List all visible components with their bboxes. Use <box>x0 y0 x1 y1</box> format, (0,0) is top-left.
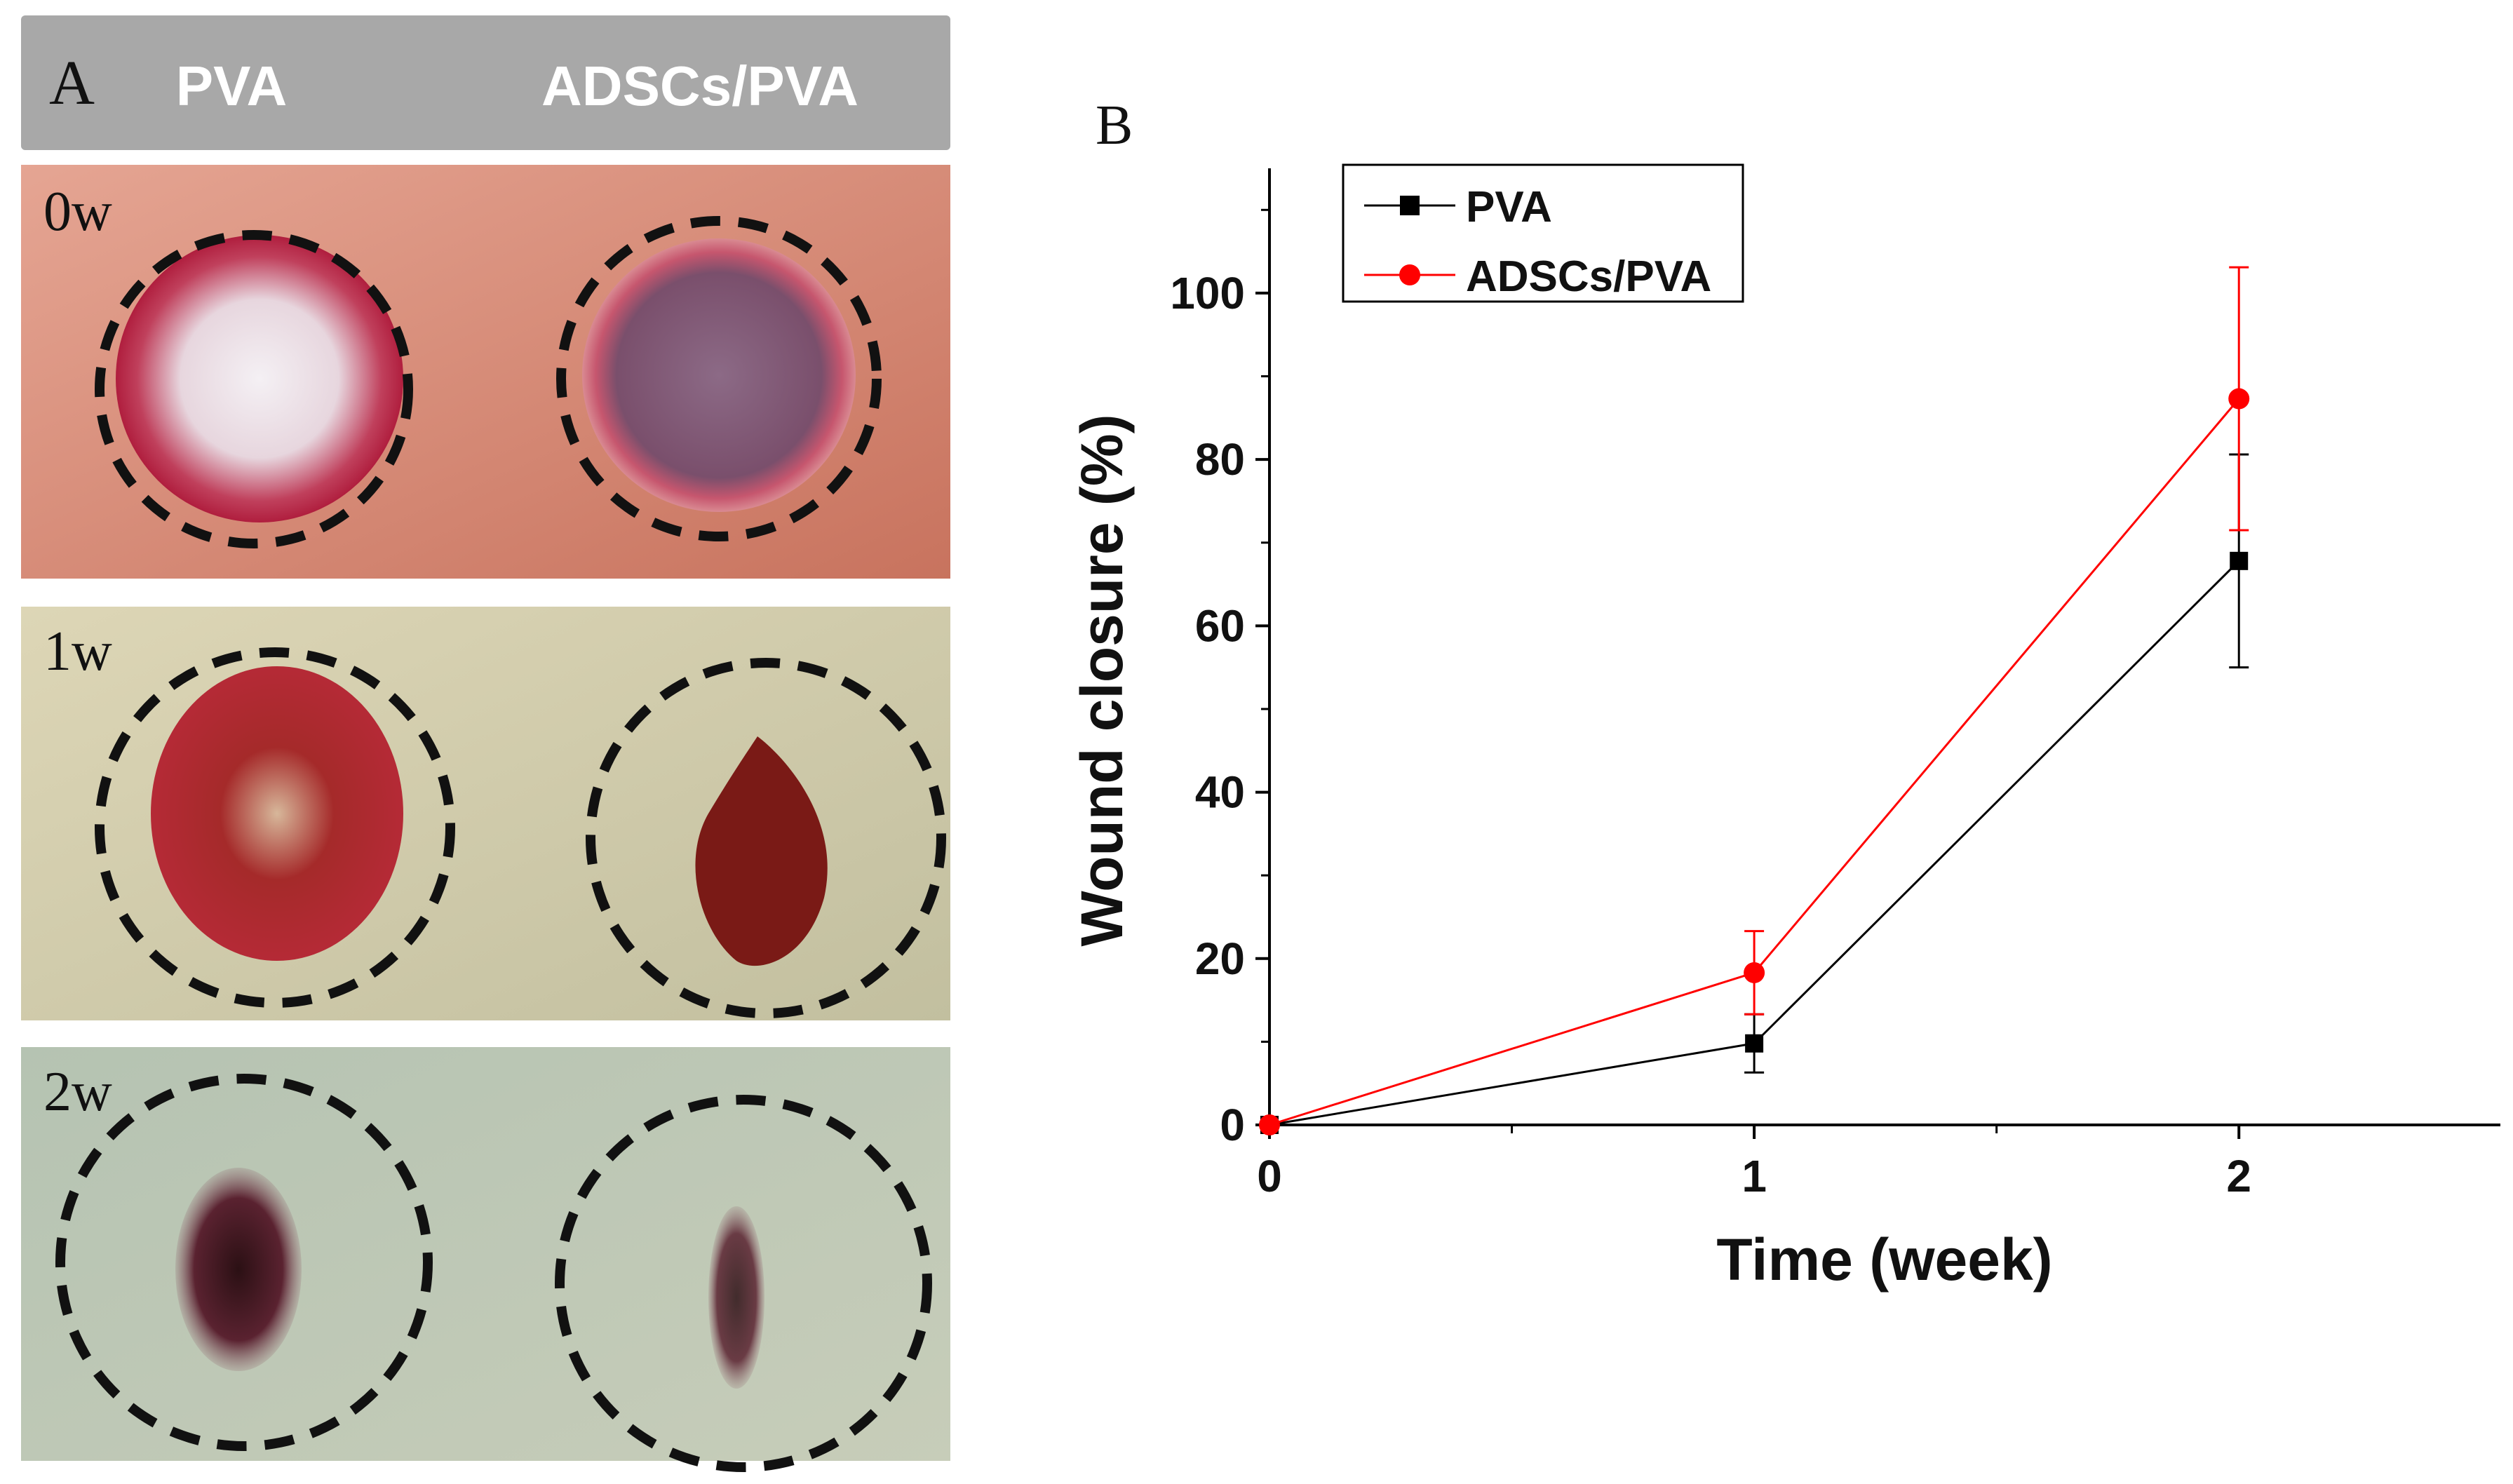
skin-photo-2w <box>21 1047 950 1461</box>
legend-marker-adscs <box>1399 264 1420 285</box>
x-tick-label-2: 2 <box>2226 1151 2251 1201</box>
x-ticks: 0 1 2 <box>1257 1125 2251 1201</box>
y-tick-label-0: 0 <box>1220 1100 1245 1150</box>
wound-pva-1w <box>151 666 403 961</box>
chart-axes <box>1268 168 2500 1126</box>
dashed-ring-adscs-1w <box>586 658 946 1018</box>
y-axis-title: Wound closure (%) <box>1069 414 1135 946</box>
y-tick-label-3: 60 <box>1195 600 1245 651</box>
wound-adscs-0w <box>582 238 856 512</box>
legend: PVA ADSCs/PVA <box>1342 163 1744 303</box>
header-pva-label: PVA <box>176 55 288 117</box>
series-layer <box>1259 266 2250 1135</box>
dashed-ring-pva-2w <box>55 1074 433 1451</box>
legend-label-adscs: ADSCs/PVA <box>1466 252 1711 301</box>
legend-marker-pva <box>1400 196 1420 215</box>
panel-a: A PVA ADSCs/PVA 0w 1w 2w <box>21 15 950 1472</box>
x-axis-title: Time (week) <box>1716 1227 2052 1293</box>
panel-b-label: B <box>1096 95 1133 156</box>
point-1-1 <box>1744 962 1765 983</box>
point-0-2 <box>2230 551 2249 570</box>
x-tick-label-0: 0 <box>1257 1151 1282 1201</box>
dashed-ring-adscs-2w <box>555 1095 932 1472</box>
dashed-ring-adscs-0w <box>556 216 882 541</box>
panel-a-header-bar <box>21 15 950 150</box>
panel-a-label: A <box>49 48 95 118</box>
photo-row-2w: 2w <box>21 1047 950 1472</box>
y-tick-label-2: 40 <box>1195 767 1245 818</box>
point-1-0 <box>1259 1114 1280 1135</box>
row-label-0w: 0w <box>43 181 112 243</box>
point-1-2 <box>2228 388 2250 410</box>
panel-b: B 0 1 2 0 20 40 60 80 100 Time (week) Wound clo… <box>1069 95 2500 1293</box>
y-tick-label-1: 20 <box>1195 933 1245 984</box>
row-label-1w: 1w <box>43 621 112 682</box>
wound-pva-2w <box>175 1168 302 1371</box>
photo-row-1w: 1w <box>21 607 950 1020</box>
y-tick-label-4: 80 <box>1195 434 1245 485</box>
row-label-2w: 2w <box>43 1061 112 1123</box>
header-adscs-pva-label: ADSCs/PVA <box>541 55 858 117</box>
y-ticks: 0 20 40 60 80 100 <box>1170 208 1269 1150</box>
dashed-ring-pva-1w <box>95 647 455 1008</box>
wound-pva-0w <box>116 235 403 522</box>
y-tick-label-5: 100 <box>1170 268 1245 318</box>
point-0-1 <box>1745 1034 1764 1053</box>
x-tick-label-1: 1 <box>1741 1151 1767 1201</box>
wound-adscs-1w <box>695 736 828 966</box>
legend-label-pva: PVA <box>1466 183 1552 231</box>
wound-adscs-2w <box>708 1206 764 1389</box>
photo-row-0w: 0w <box>21 165 950 579</box>
dashed-ring-pva-0w <box>95 230 413 548</box>
